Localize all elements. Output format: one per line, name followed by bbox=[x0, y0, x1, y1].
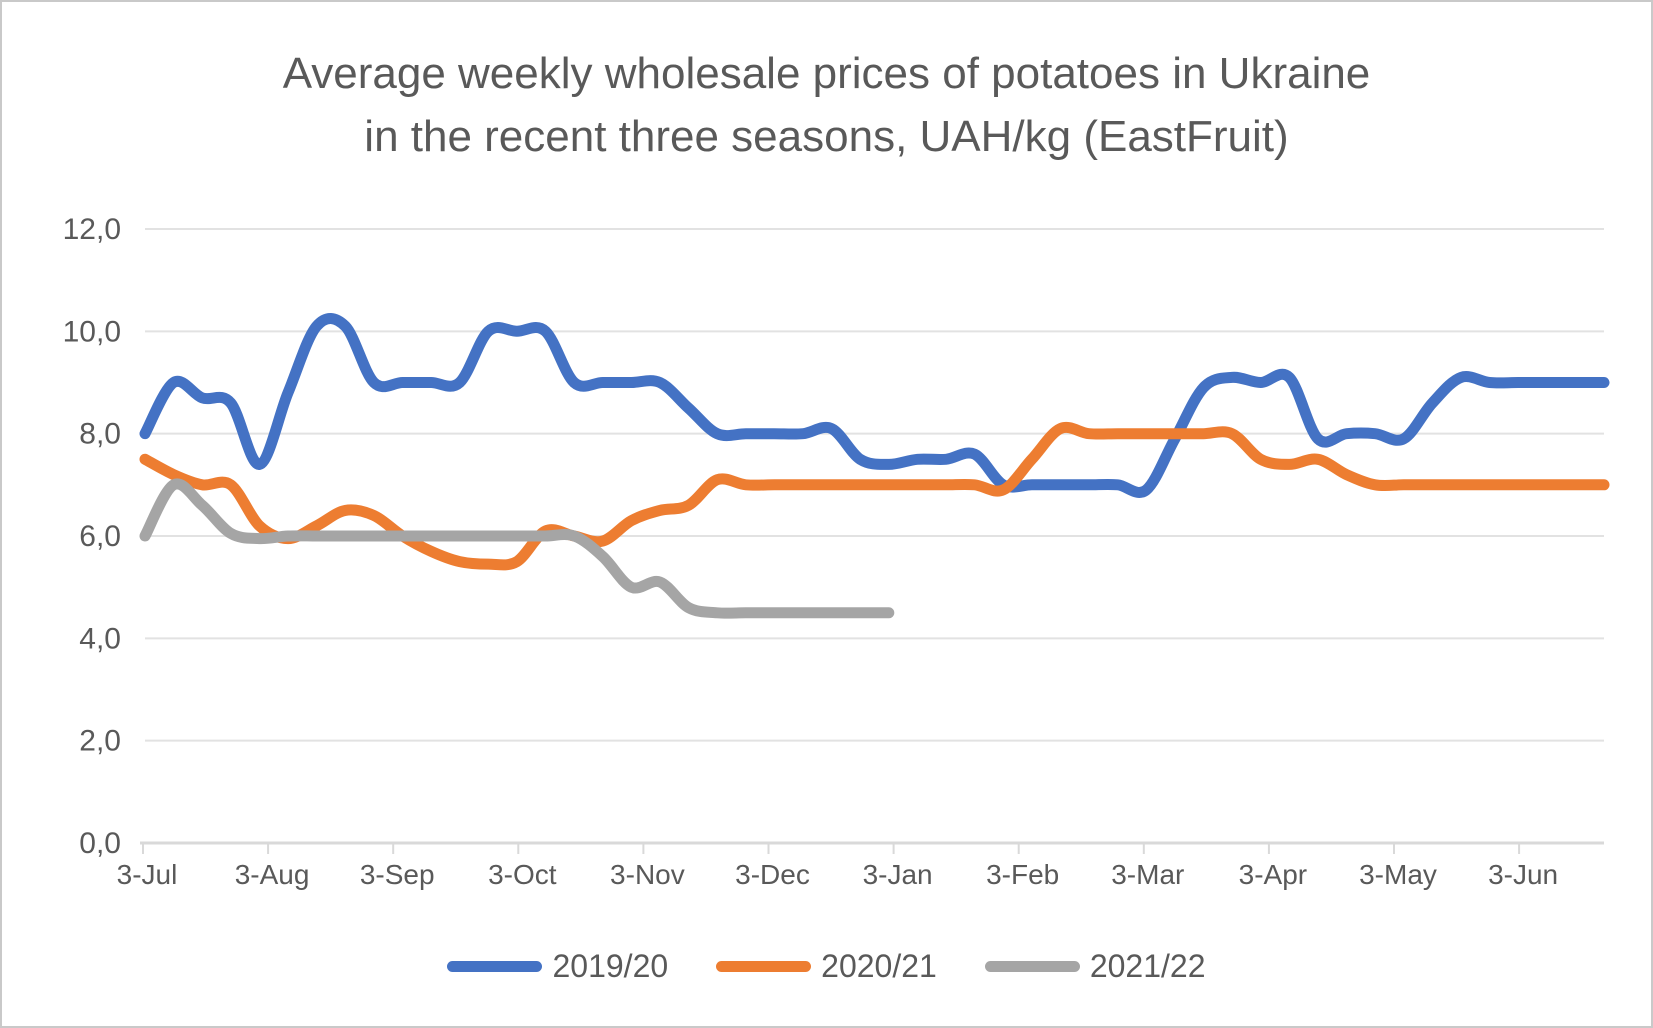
legend-swatch-2019-20 bbox=[447, 960, 543, 972]
x-axis-label: 3-Apr bbox=[1239, 859, 1307, 890]
x-axis-label: 3-Sep bbox=[360, 859, 435, 890]
x-axis-label: 3-Nov bbox=[610, 859, 685, 890]
legend-item-2021-22: 2021/22 bbox=[984, 948, 1206, 984]
chart-title-line2: in the recent three seasons, UAH/kg (Eas… bbox=[364, 112, 1289, 161]
x-axis-label: 3-Oct bbox=[488, 859, 557, 890]
y-axis-label: 8,0 bbox=[79, 418, 121, 451]
x-axis-label: 3-Jan bbox=[863, 859, 933, 890]
chart-title-line1: Average weekly wholesale prices of potat… bbox=[282, 49, 1371, 98]
y-axis-label: 4,0 bbox=[79, 622, 121, 655]
legend-label-2020-21: 2020/21 bbox=[821, 948, 937, 984]
legend-swatch-2020-21 bbox=[716, 960, 812, 972]
legend-label-2019-20: 2019/20 bbox=[552, 948, 669, 984]
x-axis-label: 3-Aug bbox=[235, 859, 310, 890]
x-axis-label: 3-Feb bbox=[986, 859, 1059, 890]
x-axis-label: 3-May bbox=[1359, 859, 1437, 890]
y-axis-label: 2,0 bbox=[79, 725, 121, 758]
y-axis-label: 0,0 bbox=[79, 827, 121, 860]
y-axis-label: 12,0 bbox=[63, 213, 121, 246]
series-line-2020-21 bbox=[139, 421, 1610, 571]
y-axis-label: 10,0 bbox=[63, 315, 121, 348]
x-axis-label: 3-Mar bbox=[1111, 859, 1184, 890]
legend-label-2021-22: 2021/22 bbox=[1089, 948, 1206, 984]
series-line-2021-22 bbox=[139, 478, 895, 619]
legend: 2019/20 2020/21 2021/22 bbox=[2, 950, 1651, 982]
x-axis-label: 3-Dec bbox=[735, 859, 810, 890]
legend-item-2019-20: 2019/20 bbox=[447, 950, 668, 982]
legend-swatch-2021-22 bbox=[984, 960, 1080, 972]
chart-title: Average weekly wholesale prices of potat… bbox=[2, 42, 1651, 168]
series-line-2019-20 bbox=[139, 313, 1610, 498]
x-axis-label: 3-Jun bbox=[1488, 859, 1558, 890]
legend-item-2020-21: 2020/21 bbox=[716, 950, 937, 982]
y-axis-label: 6,0 bbox=[79, 520, 121, 553]
x-axis-label: 3-Jul bbox=[117, 859, 178, 890]
